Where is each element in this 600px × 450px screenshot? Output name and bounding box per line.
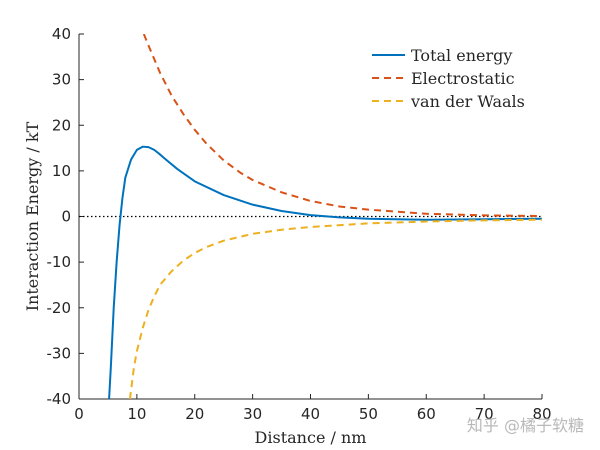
legend-label-electrostatic: Electrostatic (411, 69, 515, 88)
series-line-electrostatic (142, 34, 542, 218)
watermark-text: 知乎 @橘子软糖 (467, 416, 584, 435)
y-tick-label: 40 (52, 25, 71, 43)
y-tick-label: 20 (52, 116, 71, 134)
legend-label-van-der-waals: van der Waals (410, 92, 525, 111)
y-axis-label: Interaction Energy / kT (23, 121, 42, 311)
y-tick-label: -10 (47, 253, 72, 271)
y-tick-label: 30 (52, 71, 71, 89)
legend: Total energy Electrostatic van der Waals (372, 46, 525, 111)
y-tick-label: -20 (47, 299, 72, 317)
series-line-van-der-waals (128, 218, 542, 399)
x-tick-label: 70 (475, 405, 494, 423)
x-tick-label: 80 (532, 405, 551, 423)
x-tick-label: 10 (127, 405, 146, 423)
x-axis-label: Distance / nm (255, 428, 367, 447)
x-tick-label: 0 (74, 405, 84, 423)
y-tick-label: 10 (52, 162, 71, 180)
x-tick-label: 30 (243, 405, 262, 423)
legend-label-total-energy: Total energy (411, 46, 512, 65)
x-tick-label: 20 (185, 405, 204, 423)
series-line-total-energy (108, 145, 542, 399)
y-tick-label: -40 (47, 390, 72, 408)
y-tick-label: -30 (47, 344, 72, 362)
x-tick-label: 40 (301, 405, 320, 423)
x-tick-label: 60 (417, 405, 436, 423)
x-tick-label: 50 (359, 405, 378, 423)
y-tick-label: 0 (61, 208, 71, 226)
